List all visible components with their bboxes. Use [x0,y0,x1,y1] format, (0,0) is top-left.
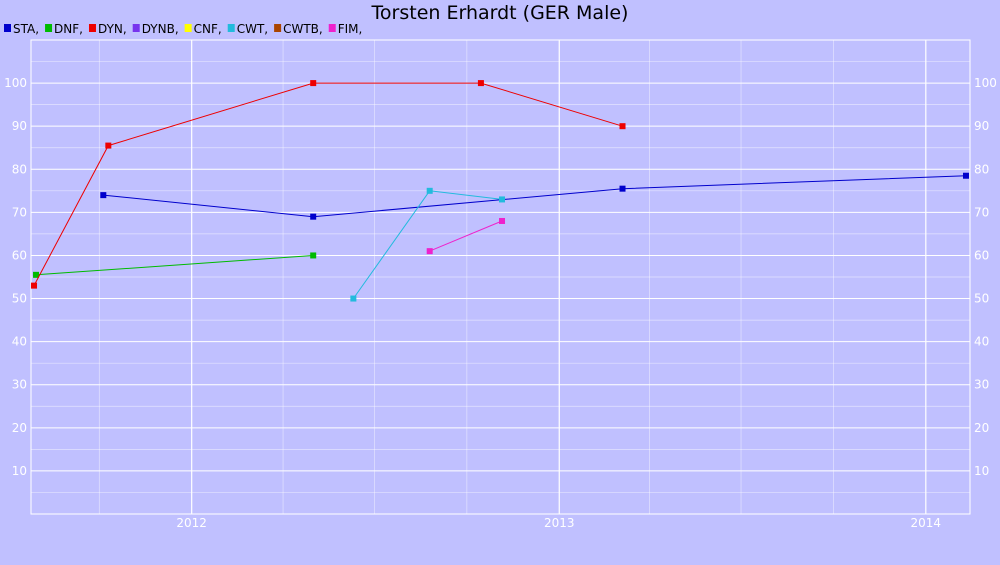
y-tick-label-right: 50 [974,292,989,306]
series-line-fim [429,220,503,252]
y-tick-label: 60 [12,248,27,262]
legend-swatch-cwtb [274,24,282,32]
data-point-fim [426,248,433,255]
data-point-dyn [310,80,317,87]
data-point-cwt [426,187,433,194]
chart-title: Torsten Erhardt (GER Male) [371,2,629,24]
legend-label-cnf: CNF, [194,22,222,36]
series-lines [31,80,969,302]
legend-label-cwt: CWT, [237,22,268,36]
legend-swatch-dyn [88,24,96,32]
y-tick-label-right: 10 [974,464,989,478]
y-tick-label-right: 30 [974,378,989,392]
x-axis: 2012 2013 2014 [176,516,941,530]
data-point-dyn [619,123,626,130]
data-point-dnf [310,252,317,259]
y-tick-label: 20 [12,421,27,435]
x-tick-label: 2013 [544,516,575,530]
y-tick-label: 70 [12,205,27,219]
legend-label-dynb: DYNB, [142,22,179,36]
data-point-sta [100,192,107,199]
data-point-sta [962,172,969,179]
legend-swatch-dynb [132,24,140,32]
series-line-sta [103,175,967,218]
y-tick-label: 100 [4,76,27,90]
data-point-dyn [105,142,112,149]
data-point-dyn [477,80,484,87]
data-point-fim [499,217,506,224]
legend-swatch-dnf [45,24,53,32]
y-tick-label: 40 [12,335,27,349]
plot-area: 10 20 30 40 50 60 70 80 90 100 10 20 30 40 50 60 70 80 90… [4,39,997,530]
legend-swatch-cwt [227,24,235,32]
legend: STA, DNF, DYN, DYNB, CNF, CWT, CWTB, FIM, [4,22,362,36]
gridlines [31,40,970,514]
y-tick-label-right: 70 [974,205,989,219]
data-point-sta [619,185,626,192]
data-point-sta [310,213,317,220]
data-point-cwt [499,196,506,203]
x-tick-label: 2012 [176,516,207,530]
y-tick-label-right: 100 [974,76,997,90]
legend-label-dyn: DYN, [98,22,127,36]
y-tick-label-right: 80 [974,162,989,176]
y-tick-label-right: 40 [974,335,989,349]
legend-swatch-fim [328,24,336,32]
y-tick-label: 80 [12,162,27,176]
data-point-cwt [350,295,357,302]
data-point-dnf [33,271,40,278]
legend-swatch-cnf [184,24,192,32]
series-line-dnf [35,255,314,276]
legend-label-cwtb: CWTB, [283,22,323,36]
y-tick-label: 10 [12,464,27,478]
legend-label-dnf: DNF, [54,22,83,36]
y-tick-label: 30 [12,378,27,392]
legend-label-sta: STA, [13,22,39,36]
data-point-dyn [31,282,38,289]
y-tick-label: 50 [12,292,27,306]
y-axis-left: 10 20 30 40 50 60 70 80 90 100 [4,76,27,478]
legend-swatch-sta [4,24,11,32]
y-axis-right: 10 20 30 40 50 60 70 80 90 100 [974,76,997,478]
y-tick-label-right: 20 [974,421,989,435]
y-tick-label-right: 90 [974,119,989,133]
y-tick-label: 90 [12,119,27,133]
y-tick-label-right: 60 [974,248,989,262]
x-tick-label: 2014 [911,516,942,530]
legend-label-fim: FIM, [338,22,363,36]
